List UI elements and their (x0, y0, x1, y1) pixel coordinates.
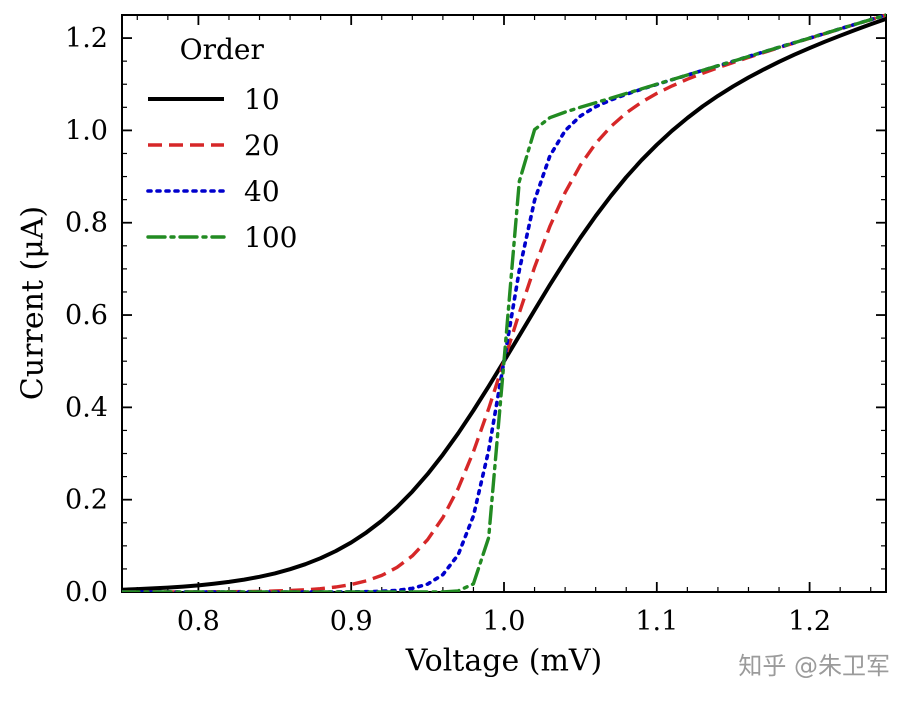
x-tick-label: 1.0 (483, 606, 526, 637)
x-tick-label: 0.9 (330, 606, 373, 637)
y-axis-label: Current (μA) (15, 205, 51, 401)
legend-entry: 40 (146, 168, 297, 214)
legend-line-sample (148, 143, 224, 147)
y-tick-label: 1.2 (65, 23, 108, 54)
legend-entry-label: 100 (244, 220, 298, 254)
x-tick-label: 0.8 (177, 606, 220, 637)
legend: Order 10 20 40 100 (146, 33, 297, 260)
x-tick-label: 1.1 (635, 606, 678, 637)
y-tick-label: 0.0 (65, 577, 108, 608)
legend-line-sample (146, 235, 226, 239)
legend-entry: 10 (146, 76, 297, 122)
y-tick-label: 0.6 (65, 300, 108, 331)
legend-entry: 100 (146, 214, 297, 260)
y-tick-label: 0.4 (65, 392, 108, 423)
legend-entry-label: 40 (244, 174, 280, 208)
legend-line-sample (148, 97, 224, 101)
legend-entry-label: 20 (244, 128, 280, 162)
series-line-100 (122, 13, 886, 592)
legend-title: Order (179, 33, 264, 66)
legend-entry-label: 10 (244, 82, 280, 116)
y-tick-label: 0.2 (65, 485, 108, 516)
watermark: 知乎 @朱卫军 (738, 652, 890, 680)
x-tick-label: 1.2 (788, 606, 831, 637)
legend-entries: 10 20 40 100 (146, 76, 297, 260)
legend-line-sample (146, 189, 226, 193)
y-tick-label: 0.8 (65, 208, 108, 239)
x-axis-label: Voltage (mV) (405, 643, 603, 679)
y-tick-label: 1.0 (65, 115, 108, 146)
legend-entry: 20 (146, 122, 297, 168)
